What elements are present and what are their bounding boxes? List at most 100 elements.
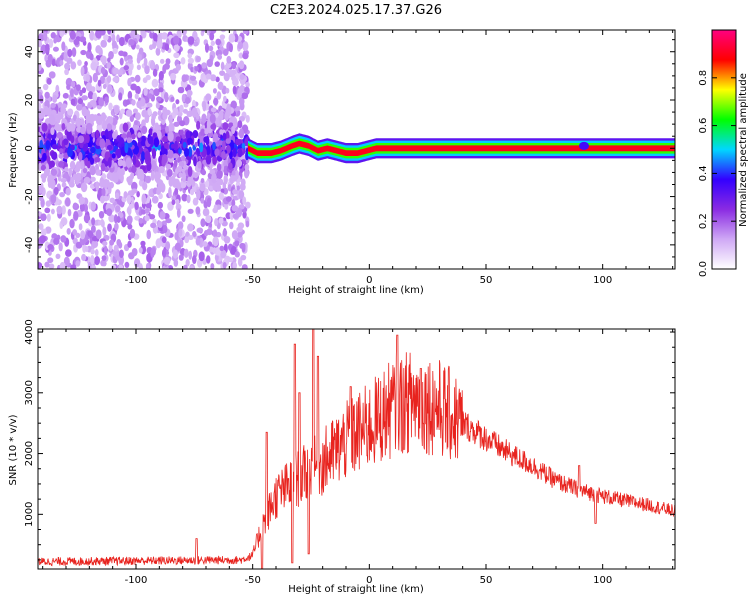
spectrogram-noise-cell [61, 41, 66, 52]
spectrogram-noise-cell [89, 157, 95, 165]
spectrogram-noise-cell [64, 68, 69, 76]
spectrogram-noise-cell [157, 201, 164, 209]
spectrogram-noise-cell [214, 117, 220, 125]
spectrogram-noise-cell [46, 213, 51, 222]
spectrogram-noise-cell [116, 216, 121, 223]
spectrogram-noise-cell [99, 176, 105, 188]
spectrogram-noise-cell [218, 217, 224, 224]
spectrogram-noise-cell [231, 175, 238, 182]
spectrogram-noise-cell [118, 36, 125, 47]
spectrogram-noise-cell [157, 221, 163, 228]
spectrogram-noise-cell [174, 140, 178, 151]
spectrogram-noise-cell [50, 32, 56, 39]
spectrogram-noise-cell [200, 177, 205, 184]
spectrogram-noise-cell [231, 230, 238, 240]
spectrogram-noise-cell [225, 138, 231, 144]
spectrogram-y-tick-label: 20 [24, 94, 35, 107]
spectrogram-noise-cell [178, 172, 183, 178]
spectrogram-noise-cell [52, 94, 58, 103]
spectrogram-noise-cell [53, 237, 60, 245]
spectrogram-noise-cell [104, 160, 109, 167]
spectrogram-noise-cell [70, 135, 75, 144]
spectrogram-noise-cell [111, 40, 117, 48]
spectrogram-noise-cell [172, 249, 179, 259]
spectrogram-noise-cell [158, 193, 163, 200]
spectrogram-noise-cell [81, 95, 88, 101]
spectrogram-noise-cell [188, 146, 193, 158]
spectrogram-noise-cell [68, 181, 75, 188]
spectrogram-noise-cell [174, 187, 179, 196]
spectrogram-noise-cell [58, 153, 65, 159]
snr-y-tick-label: 3000 [24, 380, 35, 405]
spectrogram-noise-cell [108, 50, 114, 60]
spectrogram-noise-cell [212, 229, 218, 238]
spectrogram-noise-cell [231, 205, 239, 212]
spectrogram-noise-cell [38, 110, 42, 118]
spectrogram-noise-cell [215, 76, 220, 83]
spectrogram-noise-cell [145, 203, 152, 209]
spectrogram-noise-cell [175, 63, 182, 71]
snr-x-axis-label: Height of straight line (km) [288, 584, 424, 595]
spectrogram-noise-cell [216, 163, 222, 171]
spectrogram-noise-cell [178, 148, 182, 155]
spectrogram-noise-cell [89, 165, 96, 176]
spectrogram-noise-cell [132, 154, 137, 166]
spectrogram-noise-cell [42, 152, 47, 162]
spectrogram-noise-cell [245, 201, 251, 209]
spectrogram-noise-cell [162, 224, 168, 234]
spectrogram-noise-cell [85, 134, 90, 144]
spectrogram-noise-cell [156, 39, 163, 50]
spectrogram-noise-cell [202, 241, 208, 247]
spectrogram-noise-cell [183, 147, 190, 157]
colorbar-axes: 0.0 0.2 0.4 0.6 0.8 [698, 29, 737, 277]
spectrogram-noise-cell [100, 259, 106, 267]
snr-x-tick-label: 100 [593, 575, 612, 586]
spectrogram-noise-cell [61, 182, 67, 188]
spectrogram-x-tick-label: -50 [244, 275, 260, 286]
spectrogram-noise-cell [156, 178, 162, 185]
spectrogram-noise-cell [109, 116, 114, 125]
spectrogram-noise-cell [169, 72, 177, 81]
spectrogram-noise-cell [78, 196, 86, 205]
spectrogram-noise-cell [142, 181, 148, 191]
spectrogram-noise-cell [222, 48, 229, 56]
colorbar-frame [711, 29, 737, 270]
spectrogram-noise-cell [107, 57, 111, 63]
snr-y-tick-label: 2000 [24, 441, 35, 466]
spectrogram-noise-cell [167, 131, 174, 142]
spectrogram-noise-cell [56, 205, 63, 215]
spectrogram-noise-cell [187, 166, 193, 177]
spectrogram-noise-cell [144, 150, 151, 162]
spectrogram-noise-cell [200, 128, 206, 137]
snr-y-axis-label: SNR (10 * v/v) [8, 414, 19, 485]
spectrogram-noise-cell [42, 83, 49, 91]
spectrogram-noise-cell [70, 61, 77, 70]
spectrogram-noise-cell [179, 104, 184, 113]
spectrogram-noise-cell [187, 175, 194, 185]
spectrogram-noise-cell [236, 159, 243, 168]
spectrogram-noise-cell [97, 187, 103, 197]
spectrogram-noise-cell [140, 30, 145, 37]
spectrogram-noise-cell [162, 265, 169, 269]
spectrogram-noise-cell [48, 263, 55, 269]
spectrogram-noise-cell [62, 92, 69, 99]
spectrogram-noise-cell [140, 209, 147, 215]
spectrogram-noise-cell [229, 43, 233, 53]
spectrogram-noise-cell [56, 131, 63, 139]
spectrogram-noise-cell [220, 61, 225, 71]
spectrogram-noise-cell [140, 240, 146, 247]
spectrogram-noise-cell [181, 134, 186, 140]
spectrogram-noise-cell [161, 32, 168, 40]
spectrogram-noise-cell [212, 132, 219, 143]
colorbar [712, 30, 736, 269]
spectrogram-noise-cell [50, 127, 55, 136]
spectrogram-noise-cell [85, 74, 90, 83]
spectrogram-noise-cell [122, 122, 129, 133]
spectrogram-noise-cell [83, 176, 91, 184]
spectrogram-noise-cell [52, 46, 59, 52]
spectrogram-noise-cell [245, 220, 250, 228]
colorbar-tick-label: 0.8 [698, 70, 709, 86]
spectrogram-noise-cell [138, 247, 143, 254]
spectrogram-noise-cell [225, 106, 232, 116]
colorbar-tick-label: 0.2 [698, 213, 709, 229]
